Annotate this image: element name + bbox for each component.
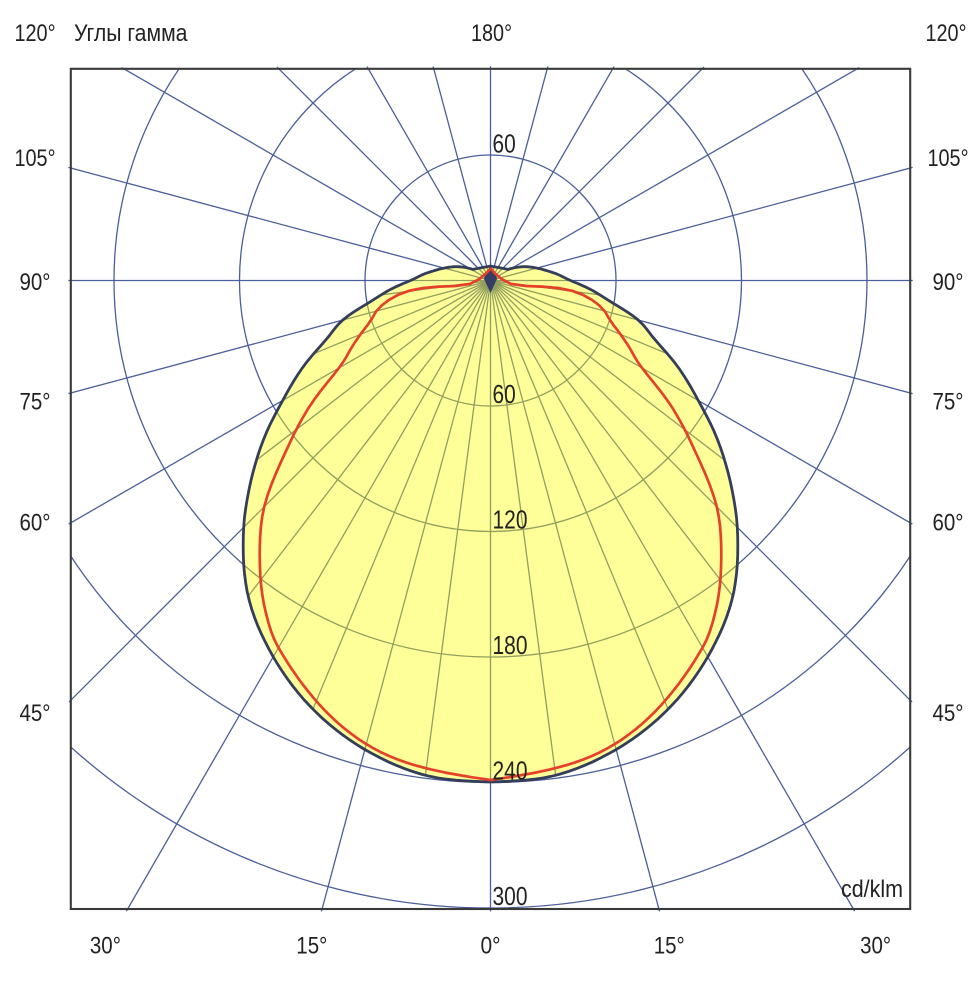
svg-text:cd/klm: cd/klm (841, 876, 903, 903)
svg-text:105°: 105° (15, 145, 56, 172)
svg-text:90°: 90° (20, 269, 51, 296)
svg-text:15°: 15° (296, 933, 327, 960)
svg-text:15°: 15° (654, 933, 685, 960)
svg-text:30°: 30° (90, 933, 121, 960)
svg-text:75°: 75° (933, 389, 964, 416)
svg-text:60: 60 (493, 129, 516, 159)
svg-text:45°: 45° (20, 700, 51, 727)
svg-text:300: 300 (493, 881, 528, 911)
svg-text:Углы гамма: Углы гамма (74, 20, 188, 47)
svg-text:120°: 120° (926, 20, 967, 47)
svg-text:180: 180 (493, 630, 528, 660)
svg-text:120: 120 (493, 505, 528, 535)
svg-text:105°: 105° (928, 145, 969, 172)
svg-text:60: 60 (493, 379, 516, 409)
svg-text:240: 240 (493, 756, 528, 786)
svg-text:60°: 60° (20, 510, 51, 537)
svg-text:120°: 120° (15, 20, 56, 47)
svg-text:0°: 0° (481, 933, 501, 960)
svg-text:60°: 60° (933, 510, 964, 537)
svg-text:180°: 180° (471, 20, 512, 47)
svg-text:75°: 75° (20, 389, 51, 416)
svg-text:30°: 30° (860, 933, 891, 960)
svg-text:45°: 45° (933, 700, 964, 727)
svg-text:90°: 90° (933, 269, 964, 296)
